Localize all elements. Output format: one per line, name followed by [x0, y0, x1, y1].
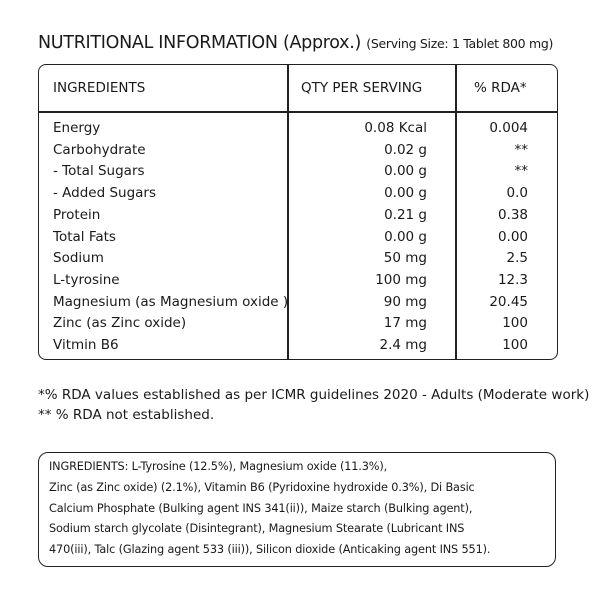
qty-per-serving: 100 mg — [375, 271, 427, 288]
rda-percent: 20.45 — [489, 293, 528, 310]
column-header: % RDA* — [474, 80, 527, 96]
rda-percent: 100 — [502, 337, 528, 353]
footnote: ** % RDA not established. — [38, 407, 215, 423]
serving-size: (Serving Size: 1 Tablet 800 mg) — [366, 36, 554, 51]
ingredient-name: Zinc (as Zinc oxide) — [53, 315, 187, 332]
title-main: NUTRITIONAL INFORMATION (Approx.) — [38, 33, 361, 53]
ingredient-name: Energy — [53, 120, 101, 136]
ingredients-line: Sodium starch glycolate (Disintegrant), … — [49, 522, 465, 536]
ingredient-name: Carbohydrate — [53, 141, 146, 158]
rda-percent: 0.004 — [489, 120, 528, 136]
ingredient-name: Vitmin B6 — [53, 337, 119, 353]
ingredient-name: Total Fats — [53, 228, 116, 245]
qty-per-serving: 90 mg — [383, 293, 427, 310]
ingredients-line: Zinc (as Zinc oxide) (2.1%), Vitamin B6 … — [49, 480, 475, 494]
ingredients-line: 470(iii), Talc (Glazing agent 533 (iii))… — [49, 543, 491, 557]
rda-percent: 0.38 — [497, 206, 528, 223]
qty-per-serving: 0.00 g — [384, 185, 427, 202]
qty-per-serving: 0.08 Kcal — [364, 120, 427, 136]
ingredient-name: L-tyrosine — [53, 271, 120, 288]
ingredient-name: Magnesium (as Magnesium oxide ) — [53, 293, 289, 310]
qty-per-serving: 0.00 g — [384, 163, 427, 180]
rda-percent: ** — [514, 163, 529, 180]
rda-percent: 0.0 — [506, 185, 528, 202]
ingredients-line: Calcium Phosphate (Bulking agent INS 341… — [49, 501, 473, 515]
ingredient-name: - Added Sugars — [53, 185, 157, 202]
rda-percent: 100 — [502, 315, 528, 332]
ingredient-name: - Total Sugars — [53, 163, 145, 180]
column-header: INGREDIENTS — [53, 80, 146, 96]
qty-per-serving: 0.21 g — [384, 206, 427, 223]
qty-per-serving: 17 mg — [383, 315, 427, 332]
column-divider — [287, 64, 289, 360]
header-divider — [38, 111, 558, 113]
rda-percent: ** — [514, 141, 529, 158]
footnote: *% RDA values established as per ICMR gu… — [38, 387, 590, 403]
rda-percent: 2.5 — [506, 250, 528, 267]
column-header: QTY PER SERVING — [301, 80, 423, 96]
ingredients-line: INGREDIENTS: L-Tyrosine (12.5%), Magnesi… — [49, 460, 388, 473]
ingredients-border — [38, 452, 556, 567]
table-border — [38, 64, 558, 360]
column-divider — [455, 64, 457, 360]
title: NUTRITIONAL INFORMATION (Approx.) (Servi… — [38, 33, 553, 53]
qty-per-serving: 50 mg — [383, 250, 427, 267]
ingredient-name: Sodium — [53, 250, 104, 267]
qty-per-serving: 2.4 mg — [379, 337, 427, 353]
rda-percent: 0.00 — [497, 228, 528, 245]
qty-per-serving: 0.02 g — [384, 141, 427, 158]
rda-percent: 12.3 — [497, 271, 528, 288]
ingredient-name: Protein — [53, 206, 101, 223]
qty-per-serving: 0.00 g — [384, 228, 427, 245]
